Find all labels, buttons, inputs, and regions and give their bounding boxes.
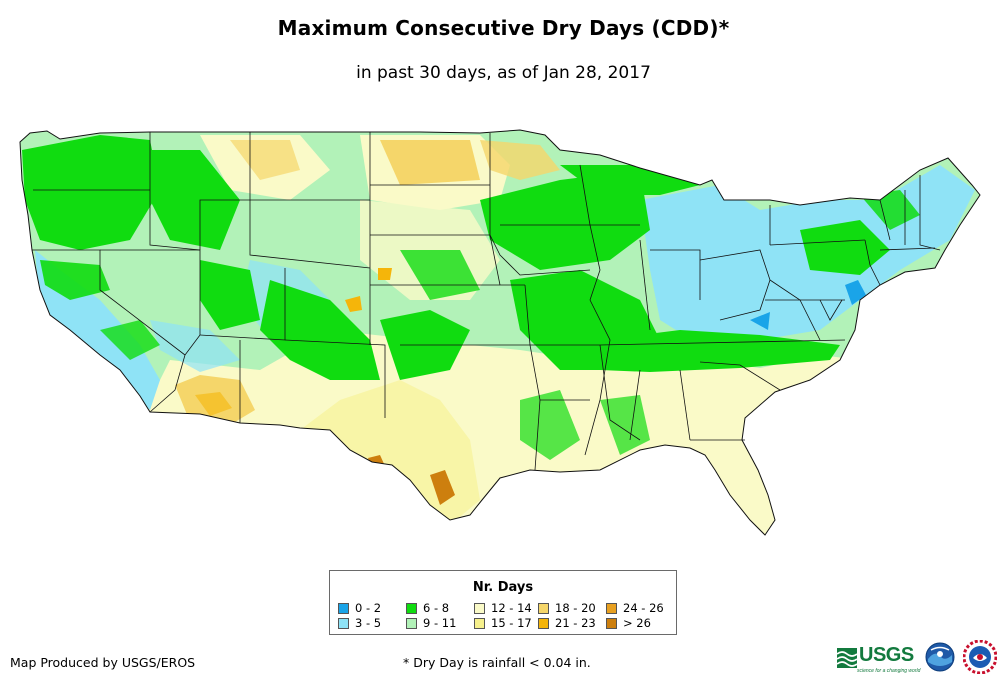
legend-label: 15 - 17 (491, 616, 532, 630)
legend-swatch (538, 603, 549, 614)
usgs-logo: USGS science for a changing world (837, 642, 920, 674)
legend-label: > 26 (623, 616, 651, 630)
legend-label: 24 - 26 (623, 601, 664, 615)
agency-logos: USGS science for a changing world (837, 638, 1007, 678)
state-borders (19, 129, 981, 536)
usgs-wordmark: USGS (859, 644, 914, 666)
legend-label: 12 - 14 (491, 601, 532, 615)
legend-label: 21 - 23 (555, 616, 596, 630)
map-title: Maximum Consecutive Dry Days (CDD)* (277, 16, 730, 40)
legend-swatch (406, 603, 417, 614)
legend-swatch (474, 618, 485, 629)
dry-day-note: * Dry Day is rainfall < 0.04 in. (403, 655, 591, 670)
legend-label: 6 - 8 (423, 601, 450, 615)
legend-swatch (538, 618, 549, 629)
legend-label: 9 - 11 (423, 616, 457, 630)
legend-label: 0 - 2 (355, 601, 382, 615)
legend: Nr. Days 0 - 2 3 - 5 6 - 8 9 - 11 12 - 1… (329, 570, 677, 635)
us-cdd-map (19, 129, 981, 536)
legend-label: 3 - 5 (355, 616, 382, 630)
usgs-tagline: science for a changing world (857, 668, 921, 674)
map-credit: Map Produced by USGS/EROS (10, 655, 196, 670)
legend-swatch (474, 603, 485, 614)
cdd-fill (20, 130, 980, 535)
legend-swatch (338, 603, 349, 614)
usgs-wave-icon (837, 648, 858, 668)
noaa-logo-icon (925, 642, 955, 672)
legend-swatch (406, 618, 417, 629)
legend-swatch (606, 603, 617, 614)
legend-title: Nr. Days (472, 580, 534, 595)
legend-swatch (338, 618, 349, 629)
map-subtitle: in past 30 days, as of Jan 28, 2017 (356, 63, 651, 83)
legend-swatch (606, 618, 617, 629)
legend-label: 18 - 20 (555, 601, 596, 615)
nws-logo-icon (963, 640, 997, 674)
